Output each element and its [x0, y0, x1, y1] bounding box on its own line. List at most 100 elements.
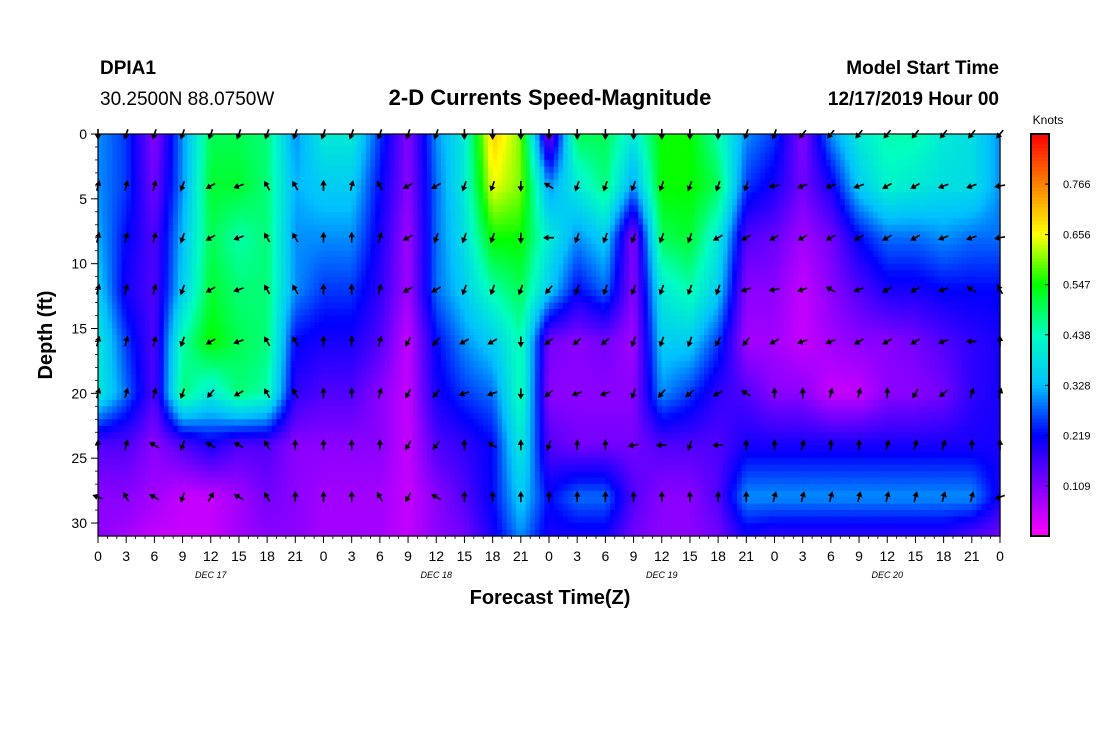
heatmap-cell — [417, 270, 423, 278]
heatmap-cell — [741, 270, 747, 278]
heatmap-cell — [229, 134, 235, 142]
heatmap-cell — [215, 153, 221, 161]
heatmap-cell — [243, 159, 249, 168]
heatmap-cell — [159, 270, 165, 278]
heatmap-cell — [337, 263, 343, 271]
heatmap-cell — [704, 237, 710, 245]
heatmap-cell — [891, 140, 898, 148]
heatmap-cell — [445, 166, 451, 174]
heatmap-cell — [478, 205, 484, 213]
heatmap-cell — [830, 270, 837, 278]
heatmap-cell — [417, 205, 423, 213]
heatmap-cell — [130, 289, 137, 297]
heatmap-cell — [154, 244, 160, 252]
heatmap-cell — [755, 192, 762, 200]
heatmap-cell — [539, 244, 545, 252]
heatmap-cell — [694, 192, 700, 200]
heatmap-cell — [370, 159, 376, 168]
heatmap-cell — [168, 276, 174, 284]
heatmap-cell — [149, 283, 155, 291]
heatmap-cell — [285, 159, 292, 168]
heatmap-cell — [821, 250, 827, 258]
heatmap-cell — [760, 296, 766, 304]
heatmap-cell — [342, 224, 348, 232]
heatmap-cell — [487, 276, 494, 284]
heatmap-cell — [492, 270, 498, 278]
heatmap-cell — [807, 270, 813, 278]
heatmap-cell — [492, 244, 498, 252]
heatmap-cell — [267, 270, 273, 278]
heatmap-cell — [657, 159, 663, 168]
heatmap-cell — [938, 211, 945, 219]
heatmap-cell — [826, 211, 832, 219]
heatmap-cell — [783, 289, 790, 297]
heatmap-cell — [539, 276, 545, 284]
heatmap-cell — [234, 185, 240, 193]
heatmap-cell — [215, 172, 221, 180]
heatmap-cell — [173, 263, 179, 271]
heatmap-cell — [765, 218, 771, 226]
heatmap-cell — [600, 134, 606, 142]
heatmap-cell — [361, 146, 367, 155]
heatmap-cell — [708, 231, 715, 239]
heatmap-cell — [173, 283, 179, 291]
heatmap-cell — [408, 270, 414, 278]
heatmap-cell — [807, 231, 813, 239]
heatmap-cell — [558, 159, 564, 168]
heatmap-cell — [483, 244, 489, 252]
heatmap-cell — [492, 205, 498, 213]
heatmap-cell — [290, 211, 296, 219]
heatmap-cell — [191, 153, 198, 161]
heatmap-cell — [375, 263, 381, 271]
heatmap-cell — [877, 218, 884, 226]
heatmap-cell — [624, 205, 630, 213]
heatmap-cell — [647, 237, 653, 245]
heatmap-cell — [112, 205, 118, 213]
heatmap-cell — [267, 159, 273, 168]
heatmap-cell — [689, 185, 696, 193]
heatmap-cell — [572, 231, 578, 239]
heatmap-cell — [206, 192, 212, 200]
heatmap-cell — [877, 185, 884, 193]
heatmap-cell — [586, 134, 592, 142]
heatmap-cell — [342, 159, 348, 168]
heatmap-cell — [210, 237, 217, 245]
heatmap-cell — [417, 211, 423, 219]
heatmap-cell — [191, 237, 198, 245]
heatmap-cell — [746, 153, 752, 161]
heatmap-cell — [469, 263, 475, 271]
heatmap-cell — [107, 237, 113, 245]
heatmap-cell — [971, 250, 978, 258]
heatmap-cell — [497, 134, 503, 142]
heatmap-cell — [661, 146, 668, 155]
heatmap-cell — [440, 218, 447, 226]
heatmap-cell — [577, 185, 583, 193]
heatmap-cell — [290, 159, 296, 168]
heatmap-cell — [661, 224, 668, 232]
heatmap-cell — [652, 263, 658, 271]
heatmap-cell — [685, 172, 691, 180]
heatmap-cell — [859, 198, 865, 206]
heatmap-cell — [304, 134, 311, 142]
heatmap-cell — [295, 257, 301, 265]
heatmap-cell — [854, 289, 860, 297]
heatmap-cell — [436, 270, 442, 278]
heatmap-cell — [657, 224, 663, 232]
heatmap-cell — [708, 224, 715, 232]
heatmap-cell — [910, 237, 917, 245]
heatmap-cell — [196, 296, 202, 304]
heatmap-cell — [126, 231, 132, 239]
heatmap-cell — [502, 231, 508, 239]
heatmap-cell — [746, 198, 752, 206]
heatmap-cell — [309, 231, 315, 239]
heatmap-cell — [393, 270, 400, 278]
heatmap-cell — [840, 153, 846, 161]
heatmap-cell — [201, 257, 207, 265]
heatmap-cell — [868, 192, 874, 200]
heatmap-cell — [469, 159, 475, 168]
heatmap-cell — [229, 289, 235, 297]
heatmap-cell — [492, 192, 498, 200]
heatmap-cell — [271, 205, 278, 213]
heatmap-cell — [830, 205, 837, 213]
heatmap-cell — [920, 172, 926, 180]
